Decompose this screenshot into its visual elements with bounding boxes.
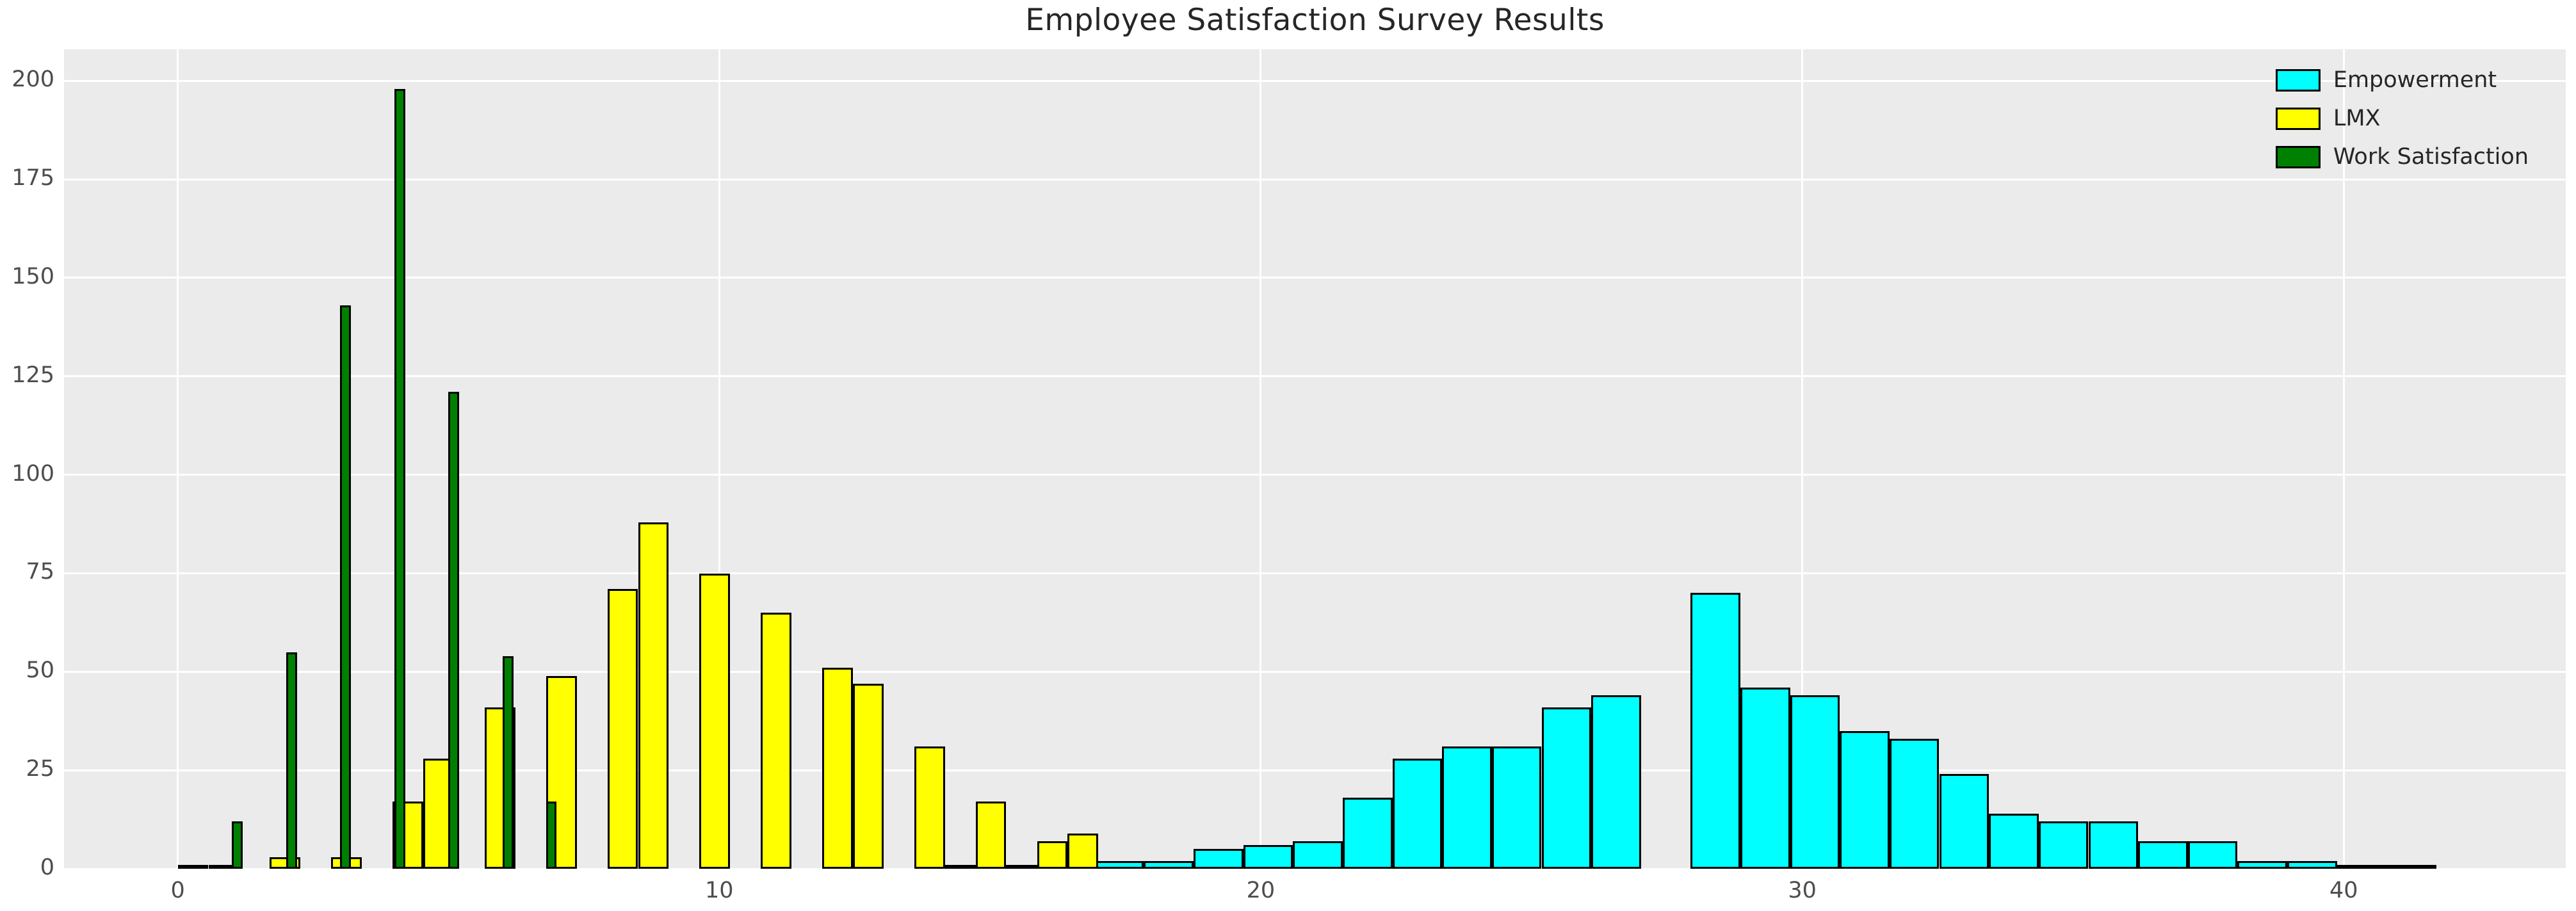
bar-lmx-bin-26 (975, 802, 1007, 869)
bar-empowerment-bin-11 (1491, 746, 1542, 869)
bar-lmx-bin-17 (699, 573, 731, 869)
bar-empowerment-bin-15 (1690, 593, 1740, 869)
legend-swatch-empowerment (2275, 69, 2321, 92)
y-tick-label-175: 175 (12, 165, 54, 191)
bar-lmx-bin-19 (761, 613, 792, 869)
bar-work-satisfaction-bin-10 (340, 305, 352, 869)
bar-empowerment-bin-8 (1343, 798, 1393, 869)
gridline-y-125 (64, 375, 2566, 378)
legend-label-lmx: LMX (2333, 106, 2381, 131)
bar-work-satisfaction-bin-29 (546, 802, 557, 869)
bar-empowerment-bin-23 (2088, 821, 2139, 869)
y-tick-label-75: 75 (26, 559, 54, 585)
bar-empowerment-bin-19 (1889, 738, 1940, 869)
bar-empowerment-bin-24 (2138, 841, 2188, 869)
y-tick-label-200: 200 (12, 67, 54, 93)
bar-work-satisfaction-bin-20 (448, 392, 460, 869)
bar-lmx-bin-21 (822, 668, 853, 869)
bar-lmx-bin-22 (852, 683, 884, 869)
bar-empowerment-bin-29 (2386, 864, 2436, 869)
bar-work-satisfaction-bin-0 (232, 821, 243, 869)
y-tick-label-125: 125 (12, 362, 54, 388)
bar-work-satisfaction-bin-15 (394, 88, 405, 869)
bar-empowerment-bin-20 (1939, 774, 1989, 869)
bar-empowerment-bin-27 (2287, 860, 2337, 869)
bar-lmx-bin-24 (914, 746, 945, 869)
bar-lmx-bin-15 (638, 522, 669, 869)
gridline-y-200 (64, 79, 2566, 82)
bar-empowerment-bin-7 (1293, 841, 1343, 869)
chart-title: Employee Satisfaction Survey Results (1025, 3, 1605, 38)
gridline-y-100 (64, 474, 2566, 476)
bar-work-satisfaction-bin-5 (286, 652, 297, 869)
gridline-x-40 (2342, 49, 2345, 869)
bar-empowerment-bin-16 (1740, 687, 1790, 869)
x-tick-label-20: 20 (1246, 878, 1276, 903)
legend-entry-lmx: LMX (2275, 106, 2529, 131)
gridline-y-75 (64, 572, 2566, 574)
y-tick-label-25: 25 (26, 756, 54, 782)
gridline-x-10 (718, 49, 720, 869)
gridline-y-0 (64, 867, 2566, 870)
bar-empowerment-bin-22 (2038, 821, 2089, 869)
y-tick-label-0: 0 (40, 855, 54, 880)
legend-entry-work-satisfaction: Work Satisfaction (2275, 144, 2529, 170)
bar-empowerment-bin-13 (1591, 695, 1641, 869)
bar-empowerment-bin-25 (2187, 841, 2238, 869)
gridline-y-25 (64, 769, 2566, 771)
gridline-y-150 (64, 277, 2566, 279)
bar-empowerment-bin-6 (1243, 845, 1293, 869)
bar-empowerment-bin-12 (1541, 707, 1592, 869)
gridline-y-175 (64, 178, 2566, 181)
plot-area: Empowerment LMX Work Satisfaction (64, 49, 2566, 870)
legend-label-work-satisfaction: Work Satisfaction (2333, 144, 2529, 170)
bar-lmx-bin-29 (1067, 833, 1099, 869)
gridline-x-0 (177, 49, 179, 869)
y-tick-label-50: 50 (26, 657, 54, 684)
bar-empowerment-bin-9 (1392, 758, 1443, 869)
x-tick-label-10: 10 (704, 878, 734, 903)
bar-empowerment-bin-26 (2237, 860, 2287, 869)
bar-empowerment-bin-3 (1094, 860, 1144, 869)
legend-label-empowerment: Empowerment (2333, 67, 2497, 93)
bar-lmx-bin-28 (1037, 841, 1068, 869)
bar-empowerment-bin-28 (2337, 864, 2387, 869)
x-tick-label-0: 0 (170, 878, 185, 903)
legend-entry-empowerment: Empowerment (2275, 67, 2529, 93)
bar-empowerment-bin-21 (1989, 813, 2039, 869)
y-tick-label-100: 100 (12, 460, 54, 487)
legend-swatch-work-satisfaction (2275, 145, 2321, 168)
legend-swatch-lmx (2275, 107, 2321, 130)
x-tick-label-30: 30 (1788, 878, 1817, 903)
bar-lmx-bin-14 (607, 589, 638, 869)
bar-lmx-bin-0 (177, 864, 209, 869)
bar-empowerment-bin-4 (1144, 860, 1194, 869)
bar-empowerment-bin-5 (1194, 849, 1243, 869)
legend: Empowerment LMX Work Satisfaction (2275, 67, 2529, 182)
bar-empowerment-bin-10 (1442, 746, 1492, 869)
gridline-y-50 (64, 670, 2566, 673)
bar-work-satisfaction-bin-25 (503, 656, 514, 869)
bar-empowerment-bin-17 (1790, 695, 1840, 869)
gridline-x-20 (1260, 49, 1262, 869)
x-tick-label-40: 40 (2329, 878, 2358, 903)
gridline-x-30 (1801, 49, 1804, 869)
y-tick-label-150: 150 (12, 263, 54, 289)
bar-empowerment-bin-18 (1840, 730, 1890, 869)
